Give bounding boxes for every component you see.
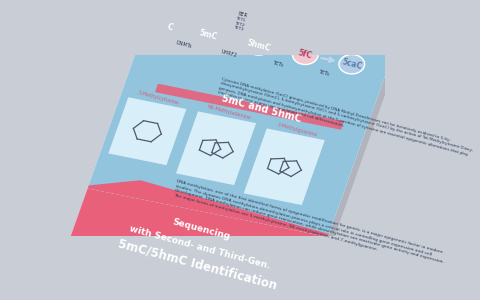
Text: UHRF2: UHRF2 bbox=[220, 49, 238, 58]
Polygon shape bbox=[244, 128, 325, 205]
Text: Sequencing: Sequencing bbox=[172, 218, 232, 242]
Polygon shape bbox=[155, 84, 344, 130]
Text: 5mC: 5mC bbox=[198, 28, 218, 42]
Text: 5mC/5hmC Identification: 5mC/5hmC Identification bbox=[117, 237, 278, 292]
Text: TETs: TETs bbox=[271, 60, 283, 68]
Polygon shape bbox=[157, 18, 182, 37]
Polygon shape bbox=[108, 97, 186, 165]
Text: DNA methylation, one of the first identified forms of epigenetic modification fo: DNA methylation, one of the first identi… bbox=[173, 179, 446, 269]
Text: BER: BER bbox=[237, 11, 248, 18]
Polygon shape bbox=[88, 180, 329, 237]
Polygon shape bbox=[88, 0, 403, 237]
Text: TET1
TET2
TET3: TET1 TET2 TET3 bbox=[233, 16, 246, 32]
Text: 5mC and 5hmC: 5mC and 5hmC bbox=[220, 94, 302, 124]
Polygon shape bbox=[176, 111, 256, 185]
Text: TETs: TETs bbox=[318, 69, 330, 77]
Polygon shape bbox=[71, 0, 410, 300]
Text: C: C bbox=[166, 22, 174, 32]
Polygon shape bbox=[292, 45, 318, 64]
Polygon shape bbox=[339, 55, 365, 74]
Text: N6-Methyladenine: N6-Methyladenine bbox=[206, 104, 251, 121]
Polygon shape bbox=[246, 36, 272, 55]
Text: DNMTs: DNMTs bbox=[176, 40, 193, 49]
Text: 7-Methylguanine: 7-Methylguanine bbox=[277, 122, 318, 137]
Text: 5caC: 5caC bbox=[341, 57, 363, 71]
Text: Cytosine DNA methylation (5mC) groups, produced by DNA Methyl-Transferases can b: Cytosine DNA methylation (5mC) groups, p… bbox=[217, 77, 474, 162]
Text: with Second- and Third-Gen.: with Second- and Third-Gen. bbox=[128, 224, 271, 270]
Polygon shape bbox=[63, 188, 328, 300]
Text: 5hmC: 5hmC bbox=[246, 38, 272, 53]
Polygon shape bbox=[63, 0, 403, 300]
Text: 5-Methylcytosine: 5-Methylcytosine bbox=[138, 91, 180, 106]
Polygon shape bbox=[195, 26, 221, 45]
Text: 5fC: 5fC bbox=[297, 49, 313, 61]
